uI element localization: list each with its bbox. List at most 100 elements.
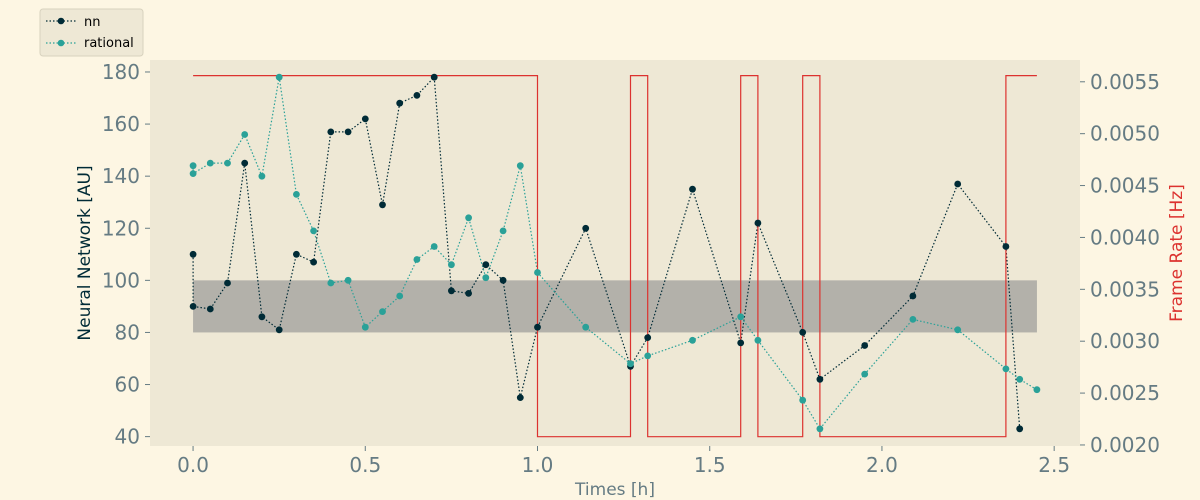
- nn-point-31: [909, 292, 917, 300]
- rational-point-18: [482, 274, 490, 282]
- rational-point-0: [189, 162, 197, 170]
- rational-point-21: [534, 269, 541, 276]
- nn-point-32: [954, 180, 962, 188]
- rational-point-22: [582, 323, 590, 331]
- rational-point-28: [799, 396, 807, 404]
- nn-point-13: [396, 99, 404, 107]
- y-left-tick-label-1: 60: [115, 373, 140, 397]
- y-right-tick-label-6: 0.0050: [1090, 122, 1160, 146]
- nn-point-6: [275, 326, 283, 334]
- rational-point-16: [448, 261, 455, 269]
- rational-point-9: [327, 279, 335, 287]
- rational-point-8: [310, 227, 317, 235]
- rational-point-6: [275, 73, 283, 81]
- x-axis-label: Times [h]: [574, 480, 655, 500]
- nn-point-30: [861, 342, 869, 349]
- nn-point-25: [689, 185, 696, 193]
- nn-point-4: [241, 159, 249, 167]
- nn-point-16: [448, 287, 455, 295]
- rational-point-2: [206, 159, 214, 167]
- y-left-axis-label: Neural Network [AU]: [75, 165, 95, 340]
- rational-point-14: [413, 256, 421, 263]
- rational-point-13: [396, 292, 404, 300]
- y-left-tick-label-4: 120: [102, 216, 140, 240]
- y-left-tick-label-2: 80: [115, 320, 140, 344]
- nn-point-21: [534, 323, 541, 331]
- rational-point-7: [293, 191, 300, 198]
- nn-point-24: [644, 334, 652, 341]
- y-right-tick-label-2: 0.0030: [1090, 329, 1160, 353]
- frame-rate-series-line: [193, 74, 1037, 438]
- legend-box: [39, 8, 144, 57]
- legend-nn-marker: [57, 17, 65, 25]
- plot-area: [150, 60, 1080, 446]
- nn-point-29: [816, 375, 824, 383]
- rational-point-10: [344, 276, 352, 284]
- legend-rational-marker: [57, 39, 65, 47]
- nn-point-12: [379, 201, 386, 209]
- y-left-tick-label-6: 160: [102, 112, 140, 136]
- rational-point-5: [258, 172, 266, 180]
- rational-point-3: [224, 159, 231, 167]
- rational-point-34: [1016, 375, 1024, 383]
- x-tick-label-0: 0.0: [177, 453, 209, 477]
- rational-point-23: [627, 360, 634, 368]
- y-left-tick-label-7: 180: [102, 60, 140, 84]
- nn-point-10: [344, 128, 352, 136]
- rational-point-1: [189, 170, 197, 178]
- y-right-tick-label-4: 0.0040: [1090, 225, 1160, 249]
- nn-point-15: [430, 73, 438, 81]
- y-left-tick-label-0: 40: [115, 425, 140, 449]
- rational-point-35: [1033, 386, 1041, 394]
- y-right-tick-label-0: 0.0020: [1090, 433, 1160, 457]
- nn-point-19: [499, 276, 507, 284]
- legend-nn-label: nn: [84, 15, 100, 30]
- nn-point-18: [482, 261, 490, 269]
- x-tick-label-3: 1.5: [694, 453, 726, 477]
- nn-point-28: [799, 329, 807, 336]
- rational-point-31: [909, 316, 917, 323]
- nn-point-20: [516, 394, 524, 401]
- nn-point-26: [737, 339, 745, 347]
- rational-point-25: [689, 336, 696, 344]
- y-right-tick-label-5: 0.0045: [1090, 174, 1160, 198]
- x-tick-label-1: 0.5: [349, 453, 381, 477]
- x-tick-label-2: 1.0: [522, 453, 554, 477]
- rational-point-17: [465, 214, 472, 222]
- rational-series-line: [192, 77, 1038, 430]
- nn-point-11: [361, 115, 369, 123]
- rational-point-24: [644, 352, 652, 360]
- nn-point-9: [327, 128, 335, 136]
- y-left-tick-label-5: 140: [102, 164, 140, 188]
- rational-point-27: [754, 336, 762, 344]
- nn-point-17: [465, 290, 472, 297]
- nn-point-3: [224, 279, 231, 287]
- legend-rational-label: rational: [84, 36, 134, 51]
- nn-point-5: [258, 313, 266, 321]
- y-left-tick-label-3: 100: [102, 268, 140, 292]
- y-right-tick-label-3: 0.0035: [1090, 277, 1160, 301]
- nn-point-14: [413, 92, 421, 99]
- rational-point-4: [241, 131, 249, 138]
- rational-point-15: [430, 243, 438, 250]
- x-tick-label-5: 2.5: [1038, 453, 1070, 477]
- rational-point-19: [499, 227, 507, 235]
- y-right-tick-label-7: 0.0055: [1090, 70, 1160, 94]
- rational-point-33: [1002, 365, 1010, 373]
- nn-point-1: [189, 303, 197, 310]
- rational-point-32: [954, 326, 962, 334]
- rational-point-29: [816, 425, 824, 433]
- rational-point-30: [861, 370, 869, 378]
- rational-point-12: [379, 308, 386, 315]
- nn-point-2: [206, 305, 214, 313]
- nn-point-33: [1002, 243, 1010, 250]
- nn-point-27: [754, 219, 762, 227]
- nn-point-0: [189, 250, 197, 258]
- nn-point-34: [1016, 425, 1024, 433]
- y-right-axis-label: Frame Rate [Hz]: [1167, 184, 1187, 322]
- y-right-tick-label-1: 0.0025: [1090, 381, 1160, 405]
- shaded-band: [193, 280, 1037, 333]
- nn-point-8: [310, 258, 317, 266]
